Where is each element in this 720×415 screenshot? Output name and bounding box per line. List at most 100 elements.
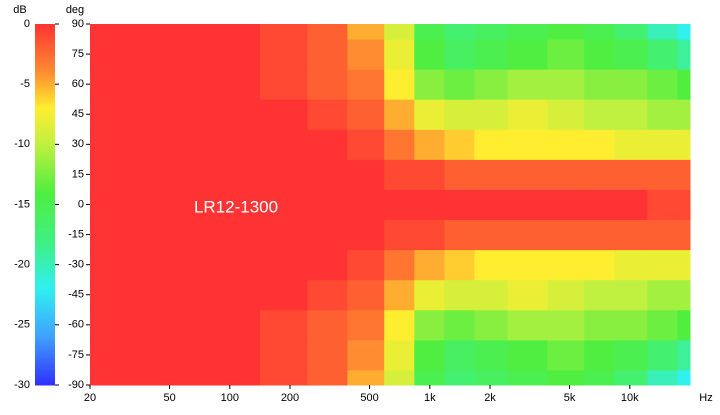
colorbar-stripe (35, 318, 55, 322)
colorbar-stripe (35, 28, 55, 31)
heat-cell (259, 279, 309, 311)
colorbar-stripe (35, 268, 55, 272)
heat-cell (584, 99, 615, 130)
heat-cell (474, 39, 509, 70)
heat-cell (647, 189, 679, 221)
colorbar-tick-label: -25 (14, 319, 30, 331)
colorbar-stripe (35, 234, 55, 238)
colorbar-stripe (35, 282, 55, 286)
colorbar-stripe (35, 276, 55, 280)
colorbar-stripe (35, 182, 55, 185)
heat-cell (584, 219, 615, 251)
heat-cell (614, 339, 648, 371)
heat-cell (384, 309, 415, 341)
heat-cell (90, 369, 131, 386)
heat-cell (677, 24, 691, 40)
colorbar-stripe (35, 312, 55, 316)
colorbar-stripe (35, 146, 55, 149)
heat-cell (584, 129, 615, 160)
heat-cell (259, 189, 309, 221)
heat-cell (384, 369, 415, 386)
colorbar-stripe (35, 380, 55, 384)
heat-cell (507, 309, 548, 341)
colorbar-stripe (35, 100, 55, 103)
x-tick-label: 5k (564, 392, 576, 404)
heat-cell (414, 279, 445, 311)
colorbar-stripe (35, 72, 55, 75)
colorbar-stripe (35, 56, 55, 59)
heat-cell (307, 249, 348, 281)
colorbar-stripe (35, 262, 55, 266)
heat-cell (677, 309, 691, 341)
colorbar-stripe (35, 338, 55, 342)
heat-cell (584, 279, 615, 311)
heat-cell (507, 24, 548, 40)
y-tick-label: -30 (68, 259, 84, 271)
heat-cell (507, 129, 548, 160)
colorbar-stripe (35, 208, 55, 212)
heat-cell (129, 99, 201, 130)
colorbar-stripe (35, 32, 55, 35)
heat-cell (677, 219, 691, 251)
heat-cell (647, 279, 679, 311)
heat-cell (547, 24, 585, 40)
colorbar-stripe (35, 202, 55, 205)
heat-cell (414, 159, 445, 190)
colorbar-stripe (35, 354, 55, 358)
heat-cell (647, 249, 679, 281)
heat-cell (647, 129, 679, 160)
heat-cell (129, 39, 201, 70)
colorbar-stripe (35, 60, 55, 63)
heat-cell (547, 129, 585, 160)
heat-cell (614, 279, 648, 311)
heat-cell (474, 159, 509, 190)
heat-cell (444, 69, 476, 100)
heat-cell (507, 189, 548, 221)
heat-cell (507, 339, 548, 371)
colorbar-stripe (35, 242, 55, 246)
heat-cell (384, 219, 415, 251)
colorbar-stripe (35, 200, 55, 203)
colorbar-stripe (35, 260, 55, 264)
colorbar-stripe (35, 344, 55, 348)
colorbar-tick-label: 0 (24, 18, 30, 30)
colorbar-stripe (35, 330, 55, 334)
heat-cell (129, 309, 201, 341)
colorbar-stripe (35, 82, 55, 85)
colorbar-stripe (35, 36, 55, 39)
colorbar-stripe (35, 342, 55, 346)
heat-cell (584, 249, 615, 281)
heat-cell (584, 39, 615, 70)
y-axis-label: deg (66, 4, 84, 16)
heat-cell (677, 39, 691, 70)
heat-cell (647, 369, 679, 386)
colorbar-stripe (35, 152, 55, 155)
heat-cell (414, 69, 445, 100)
heat-cell (547, 369, 585, 386)
heat-cell (129, 339, 201, 371)
colorbar-stripe (35, 314, 55, 318)
heat-cell (129, 189, 201, 221)
colorbar-stripe (35, 336, 55, 340)
heat-cell (507, 219, 548, 251)
heat-cell (677, 339, 691, 371)
heat-cell (474, 24, 509, 40)
heat-cell (259, 129, 309, 160)
colorbar-stripe (35, 122, 55, 125)
heat-cell (547, 279, 585, 311)
heat-cell (444, 99, 476, 130)
y-tick-label: 30 (72, 138, 84, 150)
heat-cell (614, 159, 648, 190)
heat-cell (647, 69, 679, 100)
colorbar-stripe (35, 370, 55, 374)
heat-cell (129, 249, 201, 281)
colorbar-stripe (35, 136, 55, 139)
colorbar-stripe (35, 144, 55, 147)
x-tick-label: 50 (163, 392, 175, 404)
colorbar-stripe (35, 280, 55, 284)
colorbar-stripe (35, 170, 55, 173)
heat-cell (384, 69, 415, 100)
heat-cell (647, 339, 679, 371)
heat-cell (474, 69, 509, 100)
heat-cell (414, 309, 445, 341)
